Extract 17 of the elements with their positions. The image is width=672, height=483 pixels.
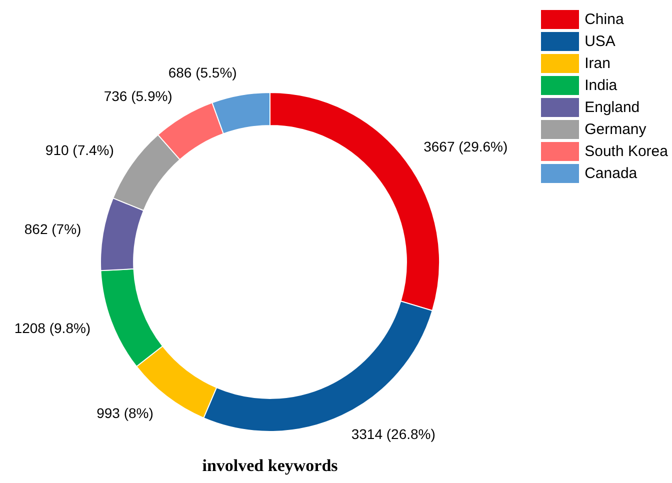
legend-label: China bbox=[584, 10, 624, 28]
text: involved keywords bbox=[201, 456, 339, 476]
data-label: 1208 (9.8%) bbox=[14, 320, 91, 336]
legend-label: Germany bbox=[584, 120, 646, 138]
data-label: 862 (7%) bbox=[24, 220, 82, 237]
data-label: 3314 (26.8%) bbox=[351, 426, 436, 442]
data-label: 910 (7.4%) bbox=[45, 142, 114, 158]
legend-label: England bbox=[584, 98, 640, 116]
data-label: 686 (5.5%) bbox=[168, 64, 237, 80]
legend-label: Canada bbox=[584, 164, 638, 182]
legend-label: USA bbox=[584, 32, 616, 50]
data-label: 736 (5.9%) bbox=[104, 88, 172, 104]
data-label: 993 (8%) bbox=[96, 404, 154, 421]
legend-label: India bbox=[584, 76, 618, 94]
legend-label: Iran bbox=[584, 54, 610, 72]
data-label: 3667 (29.6%) bbox=[424, 138, 508, 155]
legend-label: South Korea bbox=[584, 142, 668, 160]
